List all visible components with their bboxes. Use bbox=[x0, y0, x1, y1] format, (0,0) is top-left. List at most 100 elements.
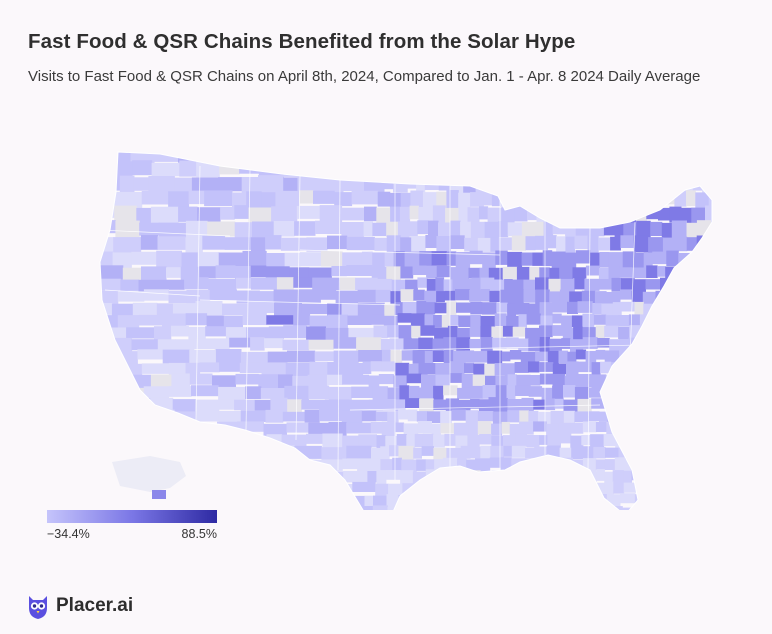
county-cell bbox=[361, 251, 373, 269]
county-cell bbox=[687, 385, 698, 396]
county-cell bbox=[458, 207, 468, 226]
county-cell bbox=[467, 207, 480, 223]
county-cell bbox=[686, 237, 698, 251]
county-cell bbox=[416, 301, 427, 315]
county-cell bbox=[236, 277, 252, 289]
county-cell bbox=[590, 434, 605, 449]
county-cell bbox=[643, 458, 655, 472]
county-cell bbox=[112, 252, 132, 269]
county-cell bbox=[612, 152, 625, 166]
county-cell bbox=[475, 458, 491, 472]
county-cell bbox=[676, 494, 689, 506]
county-cell bbox=[691, 152, 705, 164]
county-cell bbox=[292, 375, 309, 387]
county-cell bbox=[100, 349, 112, 362]
county-cell bbox=[375, 411, 388, 422]
county-cell bbox=[575, 221, 591, 237]
county-cell bbox=[259, 291, 275, 304]
county-cell bbox=[389, 338, 405, 350]
county-cell bbox=[638, 374, 647, 386]
county-cell bbox=[650, 411, 660, 422]
county-cell bbox=[565, 176, 579, 195]
county-cell bbox=[397, 313, 412, 323]
county-cell bbox=[141, 191, 169, 205]
county-cell bbox=[511, 469, 526, 485]
county-cell bbox=[571, 445, 584, 460]
county-cell bbox=[409, 221, 418, 237]
county-cell bbox=[218, 399, 235, 410]
county-cell bbox=[184, 277, 209, 290]
county-cell bbox=[559, 205, 570, 219]
county-cell bbox=[433, 385, 444, 400]
county-cell bbox=[618, 315, 630, 327]
county-cell bbox=[393, 251, 406, 270]
county-cell bbox=[177, 483, 203, 495]
county-cell bbox=[429, 495, 444, 510]
county-cell bbox=[552, 301, 568, 313]
county-cell bbox=[688, 493, 703, 507]
county-cell bbox=[534, 221, 545, 238]
county-cell bbox=[303, 481, 326, 496]
county-cell bbox=[239, 160, 260, 174]
county-cell bbox=[458, 399, 471, 413]
county-cell bbox=[178, 206, 198, 222]
county-cell bbox=[672, 386, 688, 400]
county-cell bbox=[598, 267, 609, 282]
county-cell bbox=[402, 302, 417, 314]
county-cell bbox=[687, 507, 698, 510]
county-cell bbox=[235, 266, 252, 280]
county-cell bbox=[480, 470, 493, 484]
county-cell bbox=[650, 221, 663, 236]
county-cell bbox=[109, 152, 131, 162]
county-cell bbox=[384, 303, 395, 318]
county-cell bbox=[196, 161, 220, 178]
county-cell bbox=[309, 361, 328, 377]
county-cell bbox=[679, 338, 689, 353]
county-cell bbox=[547, 235, 557, 249]
county-cell bbox=[387, 325, 400, 338]
county-cell bbox=[650, 483, 663, 497]
county-cell bbox=[248, 446, 271, 457]
county-cell bbox=[191, 493, 210, 505]
county-cell bbox=[576, 482, 586, 496]
county-cell bbox=[400, 237, 412, 252]
county-cell bbox=[418, 387, 434, 399]
county-cell bbox=[494, 313, 507, 327]
county-cell bbox=[511, 152, 527, 162]
county-cell bbox=[453, 494, 465, 509]
county-cell bbox=[717, 145, 726, 158]
county-cell bbox=[412, 350, 426, 364]
state-border bbox=[399, 344, 641, 351]
county-cell bbox=[411, 152, 423, 159]
county-cell bbox=[599, 279, 612, 290]
county-cell bbox=[690, 409, 706, 422]
county-cell bbox=[470, 446, 481, 459]
county-cell bbox=[595, 325, 605, 339]
county-cell bbox=[668, 351, 680, 364]
county-cell bbox=[452, 278, 462, 292]
county-cell bbox=[426, 278, 436, 292]
county-cell bbox=[387, 411, 399, 425]
county-cell bbox=[314, 493, 334, 507]
county-cell bbox=[552, 325, 564, 336]
county-cell bbox=[278, 495, 300, 510]
county-cell bbox=[420, 325, 435, 336]
county-cell bbox=[258, 175, 284, 193]
county-cell bbox=[566, 505, 582, 510]
county-cell bbox=[422, 192, 437, 210]
county-cell bbox=[716, 279, 729, 289]
county-cell bbox=[704, 152, 712, 163]
county-cell bbox=[260, 388, 285, 399]
county-cell bbox=[398, 445, 414, 460]
county-cell bbox=[371, 314, 385, 325]
county-cell bbox=[327, 361, 346, 378]
county-cell bbox=[150, 206, 179, 224]
county-cell bbox=[197, 459, 215, 475]
county-cell bbox=[265, 266, 290, 281]
county-cell bbox=[409, 495, 419, 507]
county-cell bbox=[536, 177, 546, 195]
county-cell bbox=[499, 162, 512, 179]
county-cell bbox=[510, 160, 524, 174]
county-cell bbox=[697, 397, 710, 410]
county-cell bbox=[644, 447, 658, 459]
